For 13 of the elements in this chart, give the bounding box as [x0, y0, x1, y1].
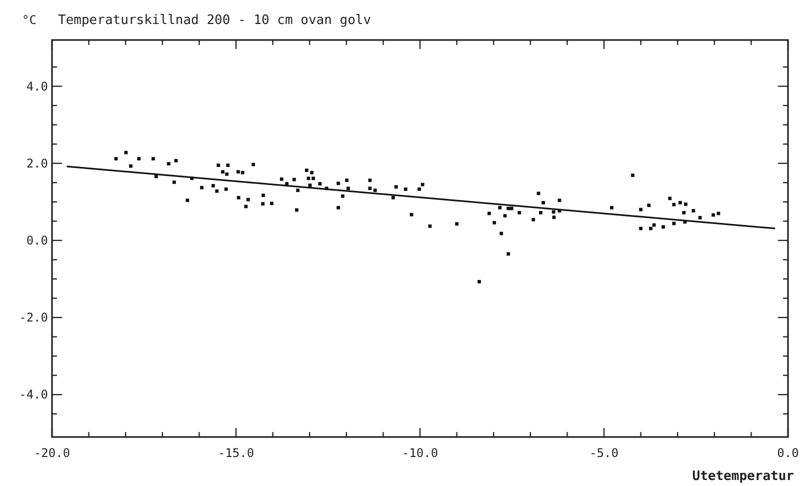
x-tick-label: -5.0: [590, 446, 618, 460]
y-tick-label: 2.0: [26, 156, 48, 170]
chart-title: Temperaturskillnad 200 - 10 cm ovan golv: [58, 13, 372, 28]
y-tick-label: 0.0: [26, 233, 48, 248]
y-tick-label: -4.0: [19, 388, 48, 402]
y-tick-label: 4.0: [26, 79, 48, 94]
x-tick-label: -15.0: [218, 446, 254, 460]
x-tick-label: -10.0: [402, 446, 438, 460]
x-tick-label: -20.0: [34, 446, 70, 460]
y-axis-title: °C: [22, 13, 36, 27]
x-tick-label: 0.0: [777, 446, 799, 460]
y-tick-label: -2.0: [19, 310, 48, 325]
x-axis-title: Utetemperatur: [692, 469, 794, 484]
